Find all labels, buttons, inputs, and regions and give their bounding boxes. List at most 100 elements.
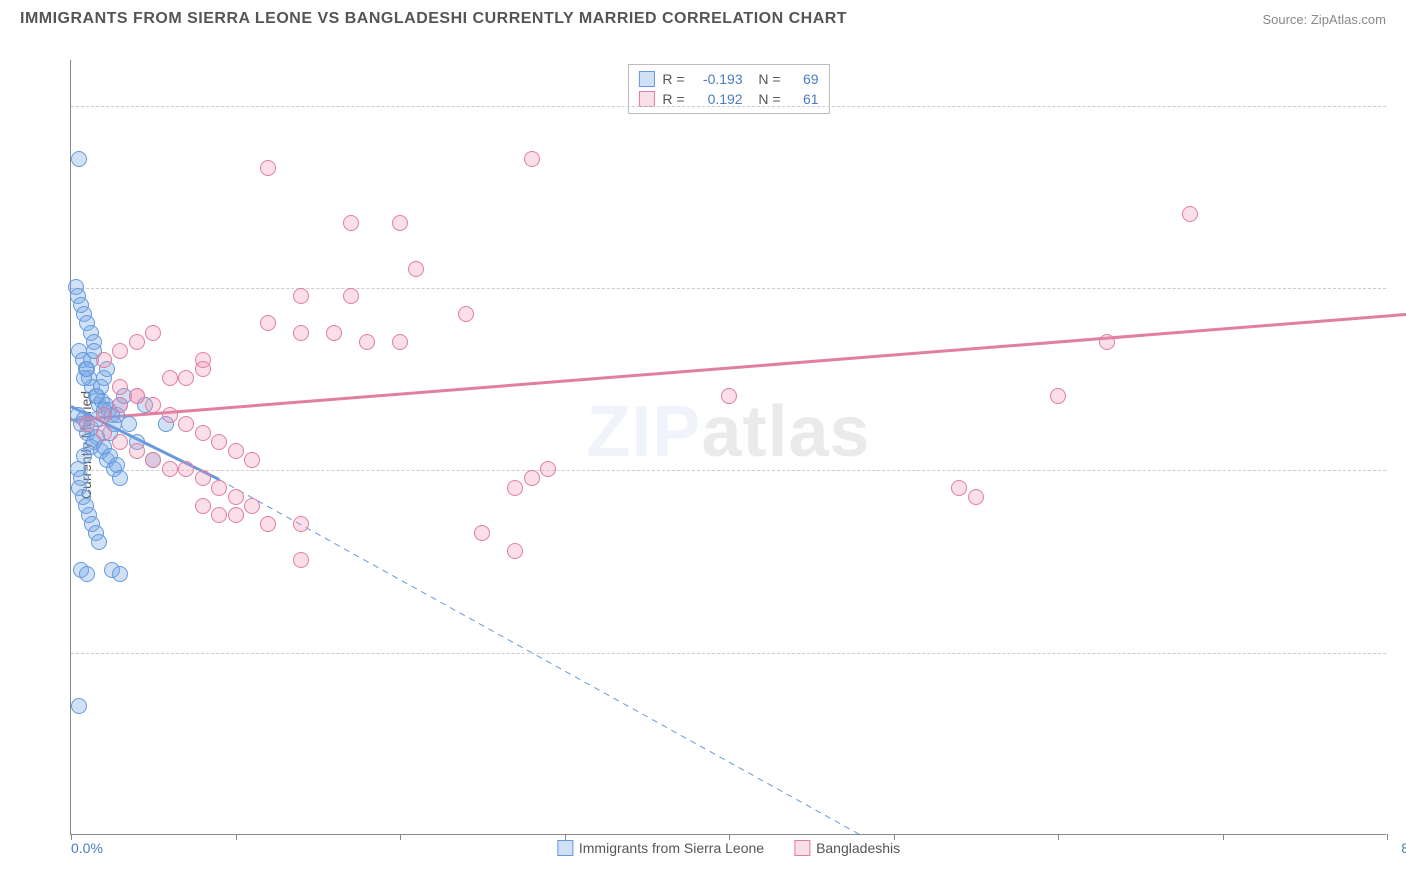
scatter-point-bangladeshi (228, 507, 244, 523)
scatter-point-bangladeshi (244, 498, 260, 514)
scatter-point-bangladeshi (474, 525, 490, 541)
x-tick-mark (1223, 834, 1224, 840)
scatter-point-bangladeshi (96, 407, 112, 423)
source-attribution: Source: ZipAtlas.com (1262, 12, 1386, 27)
scatter-point-bangladeshi (524, 470, 540, 486)
scatter-point-sierra_leone (71, 698, 87, 714)
scatter-point-bangladeshi (195, 470, 211, 486)
gridline-horizontal (71, 470, 1386, 471)
series-legend: Immigrants from Sierra Leone Bangladeshis (557, 840, 900, 856)
scatter-point-bangladeshi (359, 334, 375, 350)
scatter-point-bangladeshi (195, 425, 211, 441)
scatter-point-bangladeshi (1050, 388, 1066, 404)
scatter-point-bangladeshi (195, 361, 211, 377)
scatter-point-sierra_leone (79, 566, 95, 582)
scatter-point-bangladeshi (293, 516, 309, 532)
scatter-point-bangladeshi (211, 434, 227, 450)
legend-swatch (794, 840, 810, 856)
x-tick-mark (236, 834, 237, 840)
x-tick-mark (71, 834, 72, 840)
gridline-horizontal (71, 653, 1386, 654)
scatter-point-bangladeshi (244, 452, 260, 468)
bottom-legend-item-bangladeshi: Bangladeshis (794, 840, 900, 856)
legend-swatch (638, 71, 654, 87)
scatter-point-bangladeshi (392, 215, 408, 231)
x-tick-mark (400, 834, 401, 840)
scatter-point-bangladeshi (195, 498, 211, 514)
scatter-point-bangladeshi (112, 379, 128, 395)
stat-r-label: R = (662, 71, 684, 87)
scatter-point-bangladeshi (343, 288, 359, 304)
scatter-point-bangladeshi (129, 388, 145, 404)
x-axis-max-label: 80.0% (1401, 840, 1406, 856)
watermark-zip: ZIP (586, 392, 701, 472)
x-tick-mark (1387, 834, 1388, 840)
scatter-point-sierra_leone (83, 439, 99, 455)
legend-label: Immigrants from Sierra Leone (579, 840, 764, 856)
scatter-point-bangladeshi (96, 352, 112, 368)
scatter-point-bangladeshi (211, 507, 227, 523)
chart-area: Currently Married ZIPatlas R = -0.193 N … (50, 55, 1386, 835)
scatter-point-bangladeshi (343, 215, 359, 231)
scatter-point-bangladeshi (228, 489, 244, 505)
x-tick-mark (565, 834, 566, 840)
scatter-point-bangladeshi (293, 552, 309, 568)
scatter-point-bangladeshi (162, 407, 178, 423)
stat-legend-row-sierra_leone: R = -0.193 N = 69 (638, 69, 818, 89)
plot-region: ZIPatlas R = -0.193 N = 69R = 0.192 N = … (70, 60, 1386, 835)
scatter-point-bangladeshi (260, 516, 276, 532)
scatter-point-bangladeshi (1099, 334, 1115, 350)
scatter-point-bangladeshi (408, 261, 424, 277)
scatter-point-bangladeshi (112, 343, 128, 359)
scatter-point-bangladeshi (79, 416, 95, 432)
legend-swatch (557, 840, 573, 856)
scatter-point-bangladeshi (260, 315, 276, 331)
scatter-point-bangladeshi (162, 370, 178, 386)
x-axis-min-label: 0.0% (71, 840, 103, 856)
scatter-point-sierra_leone (71, 151, 87, 167)
x-tick-mark (729, 834, 730, 840)
gridline-horizontal (71, 288, 1386, 289)
stat-n-label: N = (751, 71, 781, 87)
scatter-point-bangladeshi (178, 370, 194, 386)
scatter-point-bangladeshi (178, 416, 194, 432)
scatter-point-bangladeshi (721, 388, 737, 404)
gridline-horizontal (71, 106, 1386, 107)
scatter-point-bangladeshi (178, 461, 194, 477)
stat-n-value: 69 (789, 71, 819, 87)
scatter-point-bangladeshi (260, 160, 276, 176)
source-name: ZipAtlas.com (1311, 12, 1386, 27)
scatter-point-bangladeshi (293, 325, 309, 341)
scatter-point-bangladeshi (392, 334, 408, 350)
scatter-point-bangladeshi (458, 306, 474, 322)
scatter-point-bangladeshi (145, 325, 161, 341)
scatter-point-sierra_leone (112, 566, 128, 582)
chart-header: IMMIGRANTS FROM SIERRA LEONE VS BANGLADE… (0, 0, 1406, 38)
scatter-point-bangladeshi (326, 325, 342, 341)
scatter-point-bangladeshi (951, 480, 967, 496)
legend-label: Bangladeshis (816, 840, 900, 856)
scatter-point-bangladeshi (145, 397, 161, 413)
scatter-point-bangladeshi (968, 489, 984, 505)
scatter-point-bangladeshi (129, 334, 145, 350)
scatter-point-bangladeshi (162, 461, 178, 477)
scatter-point-bangladeshi (1182, 206, 1198, 222)
scatter-point-bangladeshi (112, 397, 128, 413)
scatter-point-bangladeshi (507, 543, 523, 559)
scatter-point-bangladeshi (96, 425, 112, 441)
chart-title: IMMIGRANTS FROM SIERRA LEONE VS BANGLADE… (20, 10, 847, 28)
stat-r-value: -0.193 (693, 71, 743, 87)
scatter-point-sierra_leone (73, 470, 89, 486)
scatter-point-bangladeshi (129, 443, 145, 459)
scatter-point-bangladeshi (211, 480, 227, 496)
scatter-point-sierra_leone (112, 470, 128, 486)
scatter-point-bangladeshi (293, 288, 309, 304)
scatter-point-bangladeshi (540, 461, 556, 477)
scatter-point-bangladeshi (228, 443, 244, 459)
scatter-point-bangladeshi (112, 434, 128, 450)
scatter-point-bangladeshi (524, 151, 540, 167)
scatter-point-sierra_leone (91, 534, 107, 550)
x-tick-mark (894, 834, 895, 840)
scatter-point-bangladeshi (145, 452, 161, 468)
scatter-point-bangladeshi (507, 480, 523, 496)
